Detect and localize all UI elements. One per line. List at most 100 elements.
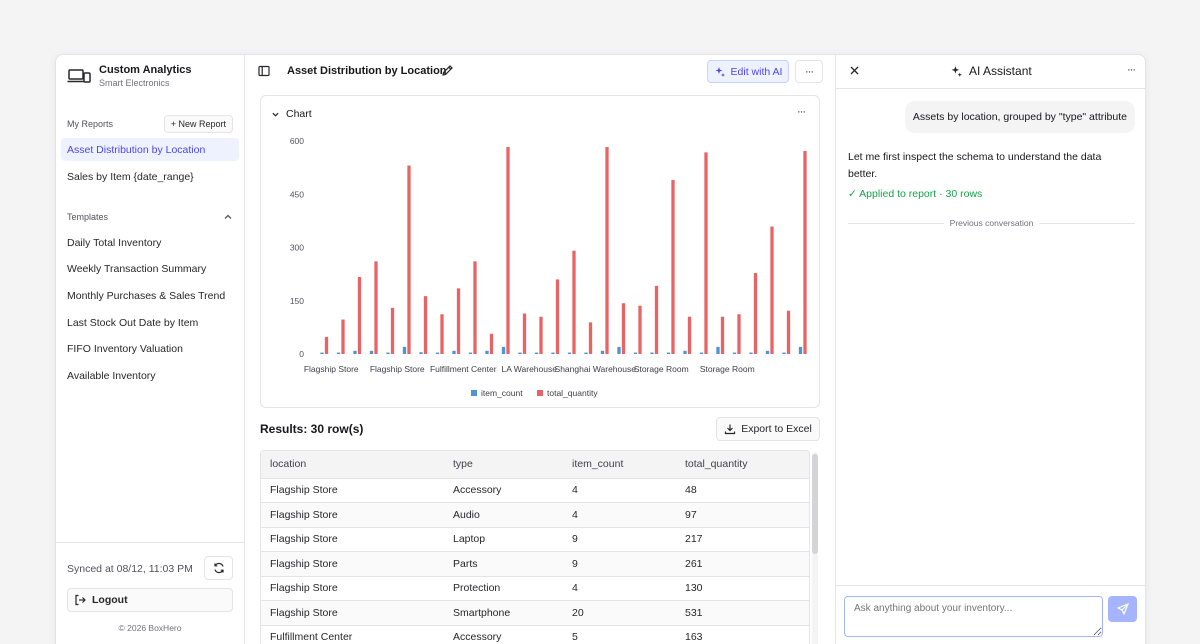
brand: Custom Analytics Smart Electronics — [67, 64, 192, 88]
template-item-daily-total-inventory[interactable]: Daily Total Inventory — [67, 236, 162, 249]
cell-type: Parts — [444, 551, 563, 577]
templates-header[interactable]: Templates — [67, 212, 233, 222]
cell-total-quantity: 531 — [676, 600, 809, 626]
bar-item-count — [435, 352, 440, 354]
brand-subtitle: Smart Electronics — [99, 78, 170, 88]
x-tick-label: Storage Room — [700, 364, 755, 374]
bar-total-quantity — [374, 261, 378, 354]
sidebar-item-asset-distribution[interactable]: Asset Distribution by Location — [61, 138, 239, 161]
ai-assistant-panel: AI Assistant ··· Assets by location, gro… — [835, 55, 1145, 644]
previous-conversation-label[interactable]: Previous conversation — [943, 218, 1040, 228]
bar-item-count — [633, 352, 638, 354]
edit-with-ai-button[interactable]: Edit with AI — [707, 60, 789, 83]
logout-icon — [75, 594, 86, 606]
template-item-weekly-transaction-summary[interactable]: Weekly Transaction Summary — [67, 262, 207, 275]
chat-input[interactable] — [844, 596, 1103, 637]
cell-total-quantity: 261 — [676, 551, 809, 577]
table-row: Flagship Store Parts 9 261 — [261, 551, 809, 577]
column-header-item-count[interactable]: item_count — [563, 451, 676, 479]
brand-title: Custom Analytics — [99, 64, 192, 76]
cell-total-quantity: 163 — [676, 625, 809, 644]
cell-location: Fulfillment Center — [261, 625, 444, 644]
bar-total-quantity — [770, 226, 774, 354]
cell-total-quantity: 97 — [676, 502, 809, 528]
refresh-icon — [213, 562, 224, 574]
y-tick-label: 0 — [299, 349, 304, 359]
table-row: Flagship Store Audio 4 97 — [261, 502, 809, 528]
column-header-type[interactable]: type — [444, 451, 563, 479]
logout-button[interactable]: Logout — [67, 588, 233, 612]
table-header-row: location type item_count total_quantity — [261, 451, 809, 479]
sidebar-toggle-icon[interactable] — [258, 65, 270, 77]
scrollbar-thumb[interactable] — [812, 454, 818, 554]
assistant-title: AI Assistant — [950, 64, 1032, 78]
bar-item-count — [534, 352, 539, 354]
pencil-icon[interactable] — [441, 64, 454, 77]
x-tick-label: Flagship Store — [304, 364, 359, 374]
bar-item-count — [666, 352, 671, 354]
bar-item-count — [716, 346, 720, 354]
chevron-down-icon — [272, 112, 279, 117]
bar-total-quantity — [489, 333, 494, 354]
legend-total-quantity: total_quantity — [547, 388, 598, 398]
bar-total-quantity — [654, 285, 659, 354]
close-icon[interactable] — [849, 65, 860, 76]
table-row: Flagship Store Smartphone 20 531 — [261, 600, 809, 626]
template-item-monthly-purchases-sales[interactable]: Monthly Purchases & Sales Trend — [67, 289, 226, 302]
cell-location: Flagship Store — [261, 502, 444, 528]
template-item-last-stock-out[interactable]: Last Stock Out Date by Item — [67, 316, 199, 329]
y-tick-label: 450 — [290, 189, 304, 199]
bar-total-quantity — [737, 314, 741, 354]
cell-total-quantity: 130 — [676, 576, 809, 601]
synced-status: Synced at 08/12, 11:03 PM — [67, 563, 193, 575]
table-row: Flagship Store Protection 4 130 — [261, 576, 809, 601]
bar-item-count — [336, 352, 341, 354]
bar-total-quantity — [357, 276, 362, 354]
bar-total-quantity — [506, 147, 510, 354]
chevron-up-icon[interactable] — [223, 212, 233, 222]
bar-item-count — [353, 350, 357, 354]
sidebar-item-sales-by-item[interactable]: Sales by Item {date_range} — [67, 170, 194, 183]
download-icon — [725, 424, 736, 435]
logout-label: Logout — [92, 594, 128, 606]
page-title: Asset Distribution by Location — [287, 65, 447, 77]
bar-item-count — [600, 350, 605, 354]
template-item-fifo-valuation[interactable]: FIFO Inventory Valuation — [67, 342, 183, 355]
cell-type: Accessory — [444, 625, 563, 644]
cell-total-quantity: 48 — [676, 478, 809, 503]
devices-icon — [67, 69, 91, 83]
table-scrollbar[interactable] — [812, 452, 818, 644]
column-header-location[interactable]: location — [261, 451, 444, 479]
bar-total-quantity — [341, 319, 345, 354]
bar-item-count — [369, 350, 374, 354]
cell-location: Flagship Store — [261, 478, 444, 503]
send-button[interactable] — [1108, 596, 1137, 622]
bar-total-quantity — [407, 165, 411, 354]
bar-total-quantity — [671, 180, 675, 354]
table-row: Flagship Store Laptop 9 217 — [261, 527, 809, 552]
bar-item-count — [320, 352, 324, 354]
cell-location: Flagship Store — [261, 527, 444, 552]
cell-type: Accessory — [444, 478, 563, 503]
cell-location: Flagship Store — [261, 576, 444, 601]
export-excel-button[interactable]: Export to Excel — [716, 417, 820, 441]
legend-item-count: item_count — [481, 388, 523, 398]
sync-button[interactable] — [204, 556, 233, 580]
bar-total-quantity — [687, 316, 692, 354]
column-header-total-quantity[interactable]: total_quantity — [676, 451, 809, 479]
sparkle-icon — [715, 66, 725, 77]
bar-item-count — [584, 352, 588, 354]
more-options-button[interactable]: ··· — [795, 60, 823, 83]
chart-more-button[interactable]: ··· — [797, 106, 806, 118]
bar-total-quantity — [473, 261, 477, 354]
bar-item-count — [386, 352, 390, 354]
x-tick-label: Storage Room — [634, 364, 689, 374]
new-report-button[interactable]: + New Report — [163, 115, 233, 133]
chart-toggle[interactable]: Chart — [271, 108, 312, 120]
applied-status: ✓ Applied to report · 30 rows — [848, 188, 983, 200]
assistant-more-button[interactable]: ··· — [1127, 64, 1136, 76]
chart-card: Chart ··· 0 150 300 450 600 Flagship Store Fla… — [260, 95, 820, 408]
bar-total-quantity — [324, 336, 329, 354]
template-item-available-inventory[interactable]: Available Inventory — [67, 369, 156, 382]
assistant-input-area — [836, 585, 1145, 644]
